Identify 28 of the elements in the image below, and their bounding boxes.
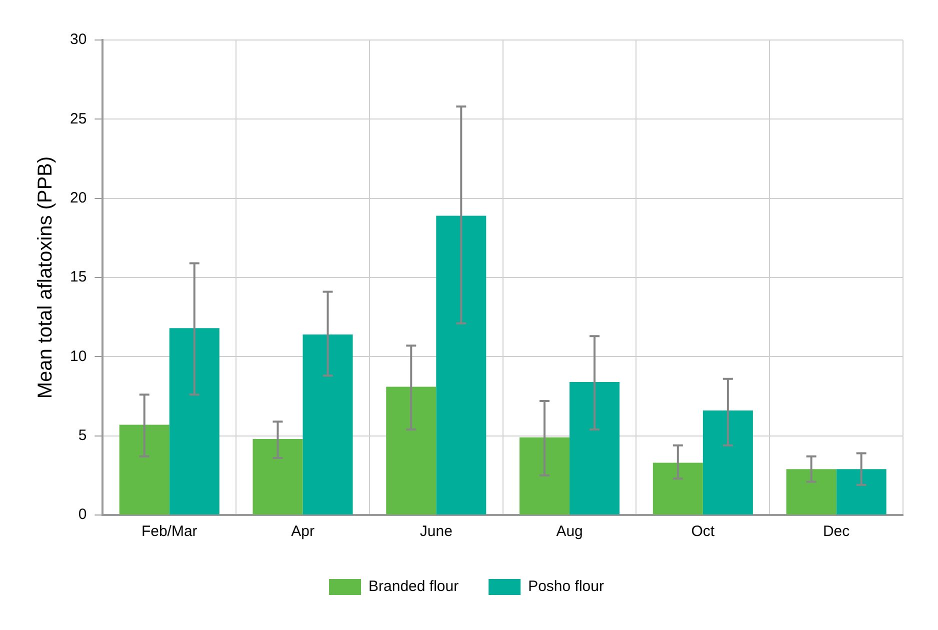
bar <box>252 439 303 514</box>
bar <box>119 424 170 514</box>
y-tick-label: 15 <box>70 268 87 286</box>
bar <box>520 437 570 514</box>
legend-label: Branded flour <box>368 578 459 596</box>
bar <box>702 410 753 514</box>
y-tick-label: 20 <box>70 189 87 206</box>
x-tick-label: Aug <box>556 523 583 540</box>
y-tick-label: 5 <box>78 426 87 444</box>
bar <box>652 462 703 514</box>
y-tick-label: 30 <box>70 31 87 48</box>
bar <box>386 386 436 514</box>
x-tick-label: Oct <box>691 523 716 540</box>
x-tick-label: June <box>420 523 452 540</box>
bar <box>169 328 220 514</box>
y-tick-label: 25 <box>70 110 87 128</box>
legend-label: Posho flour <box>528 578 604 596</box>
x-tick-label: Apr <box>291 523 314 540</box>
bar <box>570 382 620 514</box>
y-axis-title: Mean total aflatoxins (PPB) <box>34 156 57 399</box>
y-tick-label: 10 <box>70 348 87 365</box>
x-tick-label: Feb/Mar <box>141 523 198 540</box>
bar <box>436 216 486 514</box>
y-tick-label: 0 <box>78 506 87 524</box>
x-tick-label: Dec <box>822 523 850 540</box>
bar <box>836 469 886 514</box>
bar <box>302 334 353 514</box>
bar <box>786 469 836 514</box>
